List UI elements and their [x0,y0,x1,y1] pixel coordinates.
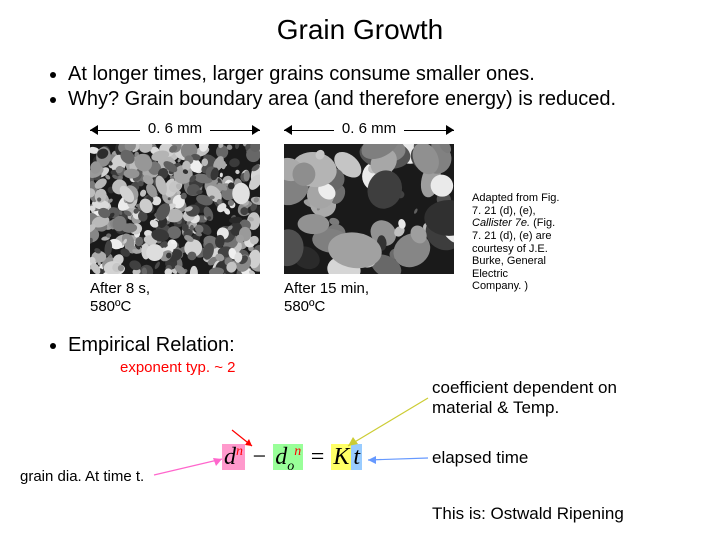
caption-left: After 8 s, 580ºC [90,280,260,316]
page-title: Grain Growth [0,0,720,46]
caption-right: After 15 min, 580ºC [284,280,454,316]
figure-right: 0. 6 mm After 15 min, 580ºC [284,120,454,316]
bullet-1: At longer times, larger grains consume s… [68,62,720,87]
coeff-label: coefficient dependent on material & Temp… [432,378,617,419]
elapsed-label: elapsed time [432,448,528,468]
scalebar-left-label: 0. 6 mm [140,120,210,137]
scalebar-right: 0. 6 mm [284,120,454,142]
arrow-elapsed [362,452,432,466]
figure-left: 0. 6 mm After 8 s, 580ºC [90,120,260,316]
arrow-exponent [230,428,270,450]
main-bullets: At longer times, larger grains consume s… [48,62,720,112]
grain-dia-label: grain dia. At time t. [20,468,144,485]
figure-row: 0. 6 mm After 8 s, 580ºC 0. 6 mm After 1… [90,120,720,316]
micrograph-coarse [284,144,454,274]
bullet-2: Why? Grain boundary area (and therefore … [68,87,720,112]
exponent-label: exponent typ. ~ 2 [120,359,720,376]
ostwald-label: This is: Ostwald Ripening [432,504,624,524]
micrograph-fine [90,144,260,274]
empirical-label: Empirical Relation: [68,334,720,357]
scalebar-right-label: 0. 6 mm [334,120,404,137]
arrow-coeff [342,396,432,452]
scalebar-left: 0. 6 mm [90,120,260,142]
figure-citation: Adapted from Fig. 7. 21 (d), (e), Callis… [472,192,602,293]
arrow-graindia [150,455,230,479]
empirical-bullet: Empirical Relation: [48,334,720,357]
